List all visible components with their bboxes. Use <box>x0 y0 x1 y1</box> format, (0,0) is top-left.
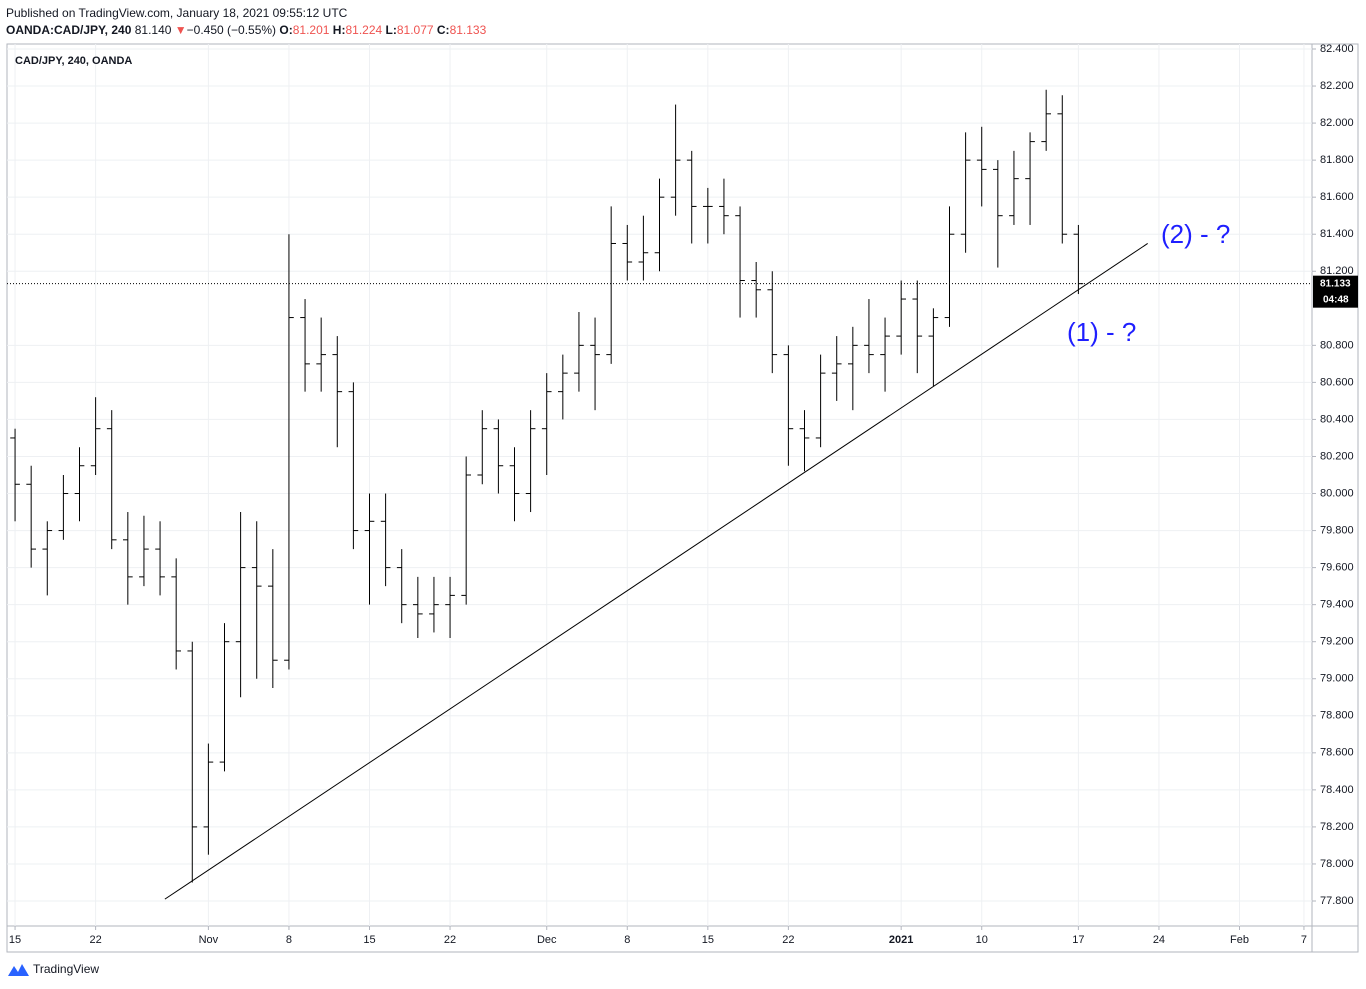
y-tick-label: 80.000 <box>1320 487 1354 499</box>
countdown: 04:48 <box>1323 294 1349 305</box>
bars <box>10 89 1148 900</box>
last-price-label: 81.133 <box>1320 278 1351 289</box>
y-tick-label: 79.800 <box>1320 524 1354 536</box>
y-tick-label: 78.600 <box>1320 747 1354 759</box>
ohlc-value: 81.077 <box>396 23 434 37</box>
x-tick-label: 15 <box>702 934 714 946</box>
y-tick-label: 82.000 <box>1320 117 1354 129</box>
ohlc-value: 81.133 <box>449 23 487 37</box>
y-tick-label: 81.800 <box>1320 154 1354 166</box>
y-tick-label: 78.200 <box>1320 821 1354 833</box>
change-arrow: ▼ <box>174 23 187 37</box>
y-tick-label: 79.600 <box>1320 562 1354 574</box>
x-tick-label: 22 <box>782 934 794 946</box>
annotation: (2) - ? <box>1161 219 1230 249</box>
y-tick-label: 80.400 <box>1320 413 1354 425</box>
y-tick-label: 78.800 <box>1320 710 1354 722</box>
x-tick-label: Feb <box>1230 934 1249 946</box>
x-tick-label: 15 <box>9 934 21 946</box>
last: 81.140 <box>134 23 172 37</box>
ohlc-value: 81.201 <box>292 23 330 37</box>
y-tick-label: 81.600 <box>1320 191 1354 203</box>
header: Published on TradingView.com, January 18… <box>6 5 486 39</box>
grid <box>7 44 1312 926</box>
y-tick-label: 79.200 <box>1320 636 1354 648</box>
ohlc-label: C: <box>436 23 450 37</box>
x-tick-label: 10 <box>976 934 988 946</box>
quote-line: OANDA:CAD/JPY, 240 81.140 ▼−0.450 (−0.55… <box>6 22 486 39</box>
x-tick-label: 22 <box>89 934 101 946</box>
logo-text: TradingView <box>33 962 99 976</box>
last-price-box <box>1313 275 1358 308</box>
y-tick-label: 80.200 <box>1320 450 1354 462</box>
frame <box>6 43 1359 953</box>
y-tick-label: 81.400 <box>1320 228 1354 240</box>
x-tick-label: 2021 <box>889 934 913 946</box>
change: −0.450 (−0.55%) <box>186 23 277 37</box>
y-tick-label: 79.400 <box>1320 599 1354 611</box>
y-tick-label: 78.000 <box>1320 858 1354 870</box>
x-tick-label: 15 <box>363 934 375 946</box>
y-tick-label: 78.400 <box>1320 784 1354 796</box>
x-tick-label: Nov <box>199 934 219 946</box>
y-tick-label: 80.600 <box>1320 376 1354 388</box>
chart-title: CAD/JPY, 240, OANDA <box>15 55 132 67</box>
y-tick-label: 79.000 <box>1320 673 1354 685</box>
y-tick-label: 77.800 <box>1320 895 1354 907</box>
y-tick-label: 81.200 <box>1320 265 1354 277</box>
y-tick-label: 82.200 <box>1320 80 1354 92</box>
annotation: (1) - ? <box>1067 317 1136 347</box>
x-tick-label: 7 <box>1301 934 1307 946</box>
published: Published on TradingView.com, January 18… <box>6 6 348 20</box>
x-tick-label: 17 <box>1072 934 1084 946</box>
x-tick-label: Dec <box>537 934 557 946</box>
x-tick-label: 24 <box>1153 934 1165 946</box>
trendline <box>164 243 1148 900</box>
logo: TradingView <box>8 962 99 976</box>
y-tick-label: 80.800 <box>1320 339 1354 351</box>
x-tick-label: 8 <box>286 934 292 946</box>
symbol: OANDA:CAD/JPY, 240 <box>6 23 132 37</box>
ohlc-label: H: <box>332 23 346 37</box>
ohlc-label: L: <box>385 23 397 37</box>
logo-icon <box>8 964 29 976</box>
x-tick-label: 8 <box>624 934 630 946</box>
ohlc-value: 81.224 <box>345 23 383 37</box>
ohlc-label: O: <box>279 23 293 37</box>
x-tick-label: 22 <box>444 934 456 946</box>
y-tick-label: 82.400 <box>1320 43 1354 55</box>
